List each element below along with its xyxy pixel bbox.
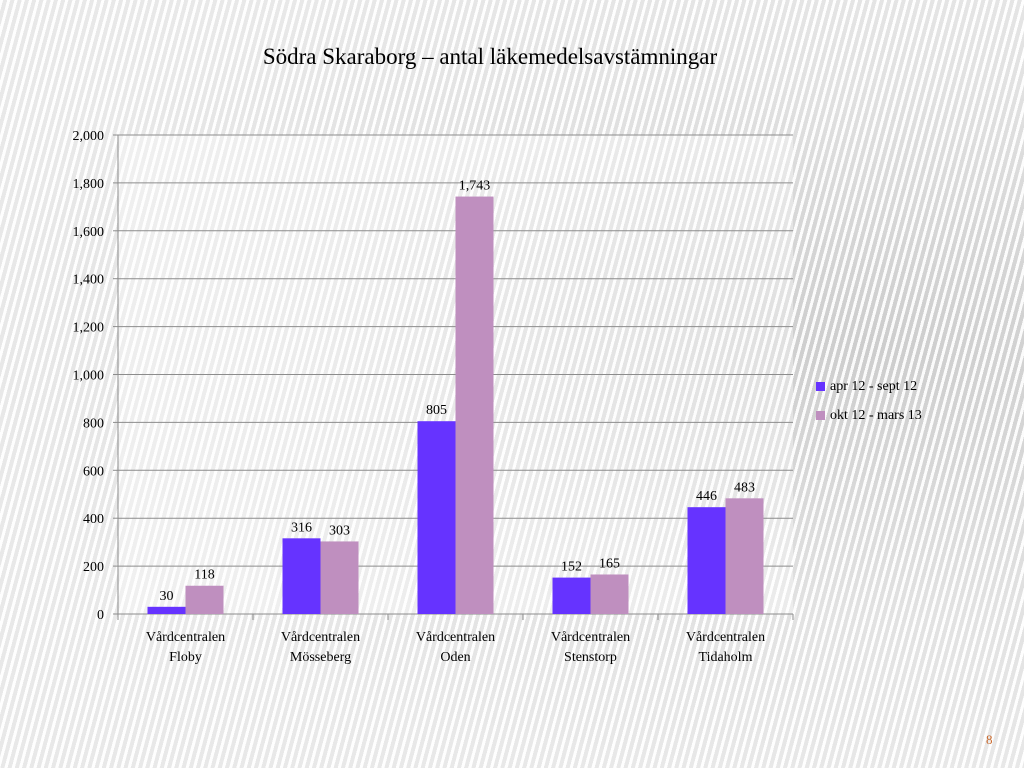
y-tick-label: 1,400 bbox=[73, 273, 105, 288]
x-tick-label: Vårdcentralen bbox=[416, 630, 495, 645]
y-tick-label: 0 bbox=[97, 608, 104, 623]
bar-2 bbox=[320, 541, 359, 614]
y-tick-label: 600 bbox=[83, 464, 104, 479]
bar-1 bbox=[417, 421, 456, 614]
data-label: 303 bbox=[329, 523, 350, 538]
data-label: 1,743 bbox=[459, 179, 491, 194]
bar-1 bbox=[282, 538, 321, 614]
bar-1 bbox=[687, 507, 726, 614]
y-tick-label: 1,200 bbox=[73, 321, 105, 336]
y-tick-label: 200 bbox=[83, 560, 104, 575]
legend-item-series-2: okt 12 - mars 13 bbox=[816, 401, 922, 430]
data-label: 165 bbox=[599, 556, 620, 571]
legend-label-series-1: apr 12 - sept 12 bbox=[830, 378, 918, 394]
x-tick-label: Stenstorp bbox=[564, 650, 617, 665]
data-label: 118 bbox=[194, 568, 214, 583]
legend-label-series-2: okt 12 - mars 13 bbox=[830, 407, 922, 423]
y-tick-label: 1,600 bbox=[73, 225, 105, 240]
bar-1 bbox=[147, 606, 186, 614]
chart-title: Södra Skaraborg – antal läkemedelsavstäm… bbox=[262, 44, 718, 69]
x-tick-label: Vårdcentralen bbox=[551, 630, 630, 645]
y-tick-label: 1,800 bbox=[73, 177, 105, 192]
x-tick-label: Floby bbox=[169, 650, 202, 665]
x-tick-label: Mösseberg bbox=[290, 650, 351, 665]
y-tick-label: 1,000 bbox=[73, 369, 105, 384]
data-label: 805 bbox=[426, 403, 447, 418]
x-tick-label: Tidaholm bbox=[699, 650, 753, 665]
legend-swatch-series-1 bbox=[816, 382, 825, 391]
y-tick-label: 2,000 bbox=[73, 129, 105, 144]
data-label: 483 bbox=[734, 480, 755, 495]
bar-2 bbox=[590, 574, 629, 614]
x-tick-label: Oden bbox=[440, 650, 470, 665]
bar-2 bbox=[455, 196, 494, 614]
chart-legend: apr 12 - sept 12 okt 12 - mars 13 bbox=[816, 372, 922, 430]
x-tick-label: Vårdcentralen bbox=[281, 630, 360, 645]
x-tick-label: Vårdcentralen bbox=[686, 630, 765, 645]
legend-item-series-1: apr 12 - sept 12 bbox=[816, 372, 922, 401]
bar-2 bbox=[725, 498, 764, 614]
legend-swatch-series-2 bbox=[816, 411, 825, 420]
data-label: 316 bbox=[291, 520, 312, 535]
data-label: 446 bbox=[696, 489, 717, 504]
data-label: 152 bbox=[561, 560, 582, 575]
data-label: 30 bbox=[160, 589, 174, 604]
bar-1 bbox=[552, 577, 591, 614]
y-tick-label: 400 bbox=[83, 512, 104, 527]
y-tick-label: 800 bbox=[83, 416, 104, 431]
page-number: 8 bbox=[986, 732, 993, 747]
bar-2 bbox=[185, 585, 224, 614]
x-tick-label: Vårdcentralen bbox=[146, 630, 225, 645]
